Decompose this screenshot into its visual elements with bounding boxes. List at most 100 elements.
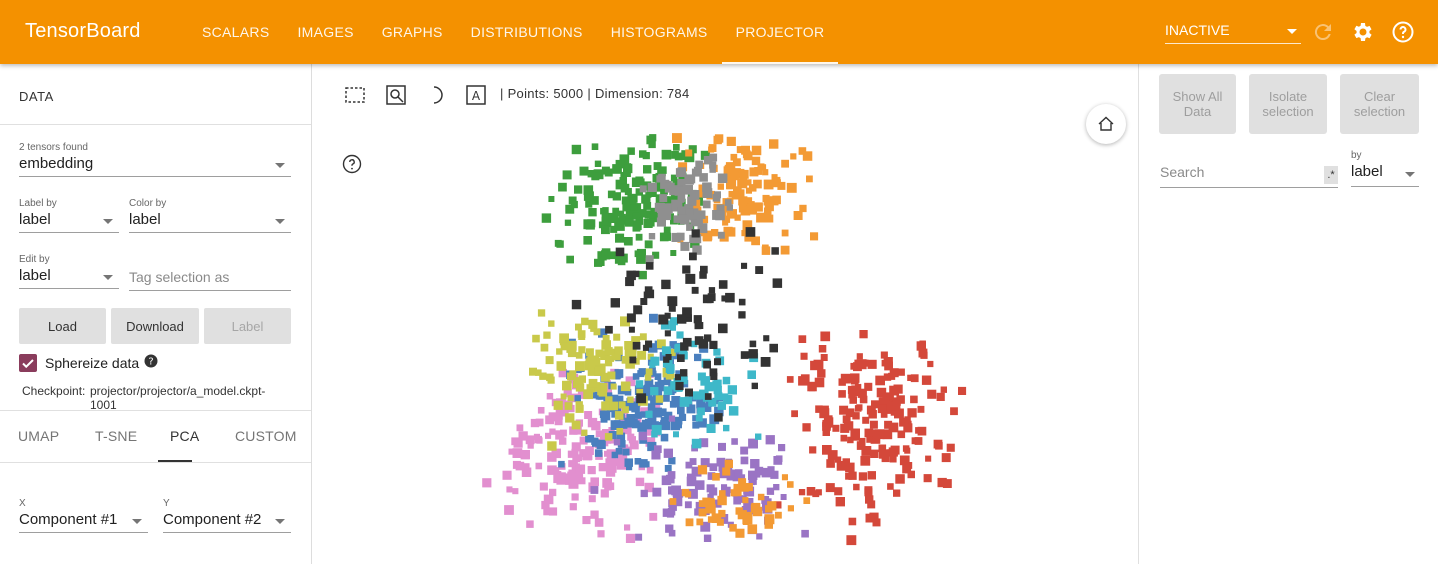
embedding-point[interactable] xyxy=(600,207,607,215)
embedding-point[interactable] xyxy=(585,435,592,443)
embedding-point[interactable] xyxy=(815,405,823,413)
embedding-point[interactable] xyxy=(880,411,888,418)
embedding-point[interactable] xyxy=(595,349,603,357)
embedding-point[interactable] xyxy=(659,166,667,174)
embedding-point[interactable] xyxy=(602,335,610,342)
embedding-point[interactable] xyxy=(599,410,608,419)
embedding-point[interactable] xyxy=(502,470,512,480)
embedding-point[interactable] xyxy=(923,474,932,483)
tab-graphs[interactable]: GRAPHS xyxy=(381,24,443,40)
embedding-point[interactable] xyxy=(675,370,682,377)
embedding-point[interactable] xyxy=(781,229,789,237)
embedding-point[interactable] xyxy=(675,381,684,391)
embedding-point[interactable] xyxy=(658,314,669,325)
embedding-point[interactable] xyxy=(684,396,693,405)
embedding-point[interactable] xyxy=(780,245,790,255)
embedding-point[interactable] xyxy=(548,507,558,516)
embedding-point[interactable] xyxy=(674,374,681,381)
embedding-point[interactable] xyxy=(564,219,572,226)
embedding-point[interactable] xyxy=(660,433,669,442)
embedding-point[interactable] xyxy=(689,252,697,261)
embedding-point[interactable] xyxy=(591,172,600,181)
embedding-point[interactable] xyxy=(633,358,640,365)
embedding-point[interactable] xyxy=(693,166,702,175)
embedding-point[interactable] xyxy=(554,471,562,479)
embedding-point[interactable] xyxy=(691,438,702,449)
embedding-point[interactable] xyxy=(584,411,593,419)
embedding-point[interactable] xyxy=(817,369,826,378)
embedding-point[interactable] xyxy=(637,422,647,432)
embedding-point[interactable] xyxy=(941,453,951,463)
embedding-point[interactable] xyxy=(836,461,847,471)
embedding-point[interactable] xyxy=(718,509,726,518)
embedding-point[interactable] xyxy=(694,353,702,362)
embedding-point[interactable] xyxy=(825,483,835,493)
embedding-point[interactable] xyxy=(668,457,676,465)
embedding-point[interactable] xyxy=(601,225,610,235)
embedding-point[interactable] xyxy=(718,280,728,289)
embedding-point[interactable] xyxy=(697,190,705,198)
embedding-point[interactable] xyxy=(665,354,672,361)
embedding-point[interactable] xyxy=(604,433,613,441)
embedding-point[interactable] xyxy=(697,465,708,475)
embedding-point[interactable] xyxy=(554,239,562,247)
embedding-point[interactable] xyxy=(553,400,563,410)
embedding-point[interactable] xyxy=(742,497,749,504)
embedding-point[interactable] xyxy=(854,383,862,391)
embedding-point[interactable] xyxy=(942,479,952,488)
embedding-point[interactable] xyxy=(880,351,888,359)
embedding-point[interactable] xyxy=(536,437,543,444)
embedding-point[interactable] xyxy=(711,229,719,237)
embedding-point[interactable] xyxy=(585,359,595,369)
embedding-point[interactable] xyxy=(506,486,513,493)
embedding-point[interactable] xyxy=(604,380,611,387)
embedding-point[interactable] xyxy=(647,416,657,426)
embedding-point[interactable] xyxy=(886,392,894,401)
embedding-point[interactable] xyxy=(747,370,756,379)
embedding-point[interactable] xyxy=(649,213,658,223)
embedding-point[interactable] xyxy=(722,219,729,226)
embedding-point[interactable] xyxy=(718,442,726,451)
embedding-point[interactable] xyxy=(672,179,680,188)
embedding-point[interactable] xyxy=(597,530,605,538)
embedding-point[interactable] xyxy=(569,370,577,378)
embedding-point[interactable] xyxy=(709,340,718,349)
embedding-point[interactable] xyxy=(645,410,653,418)
embedding-point[interactable] xyxy=(539,482,548,491)
embedding-point[interactable] xyxy=(814,377,825,388)
embedding-point[interactable] xyxy=(482,478,492,488)
embedding-point[interactable] xyxy=(773,176,781,184)
embedding-point[interactable] xyxy=(714,406,724,417)
embedding-point[interactable] xyxy=(661,149,672,160)
embedding-point[interactable] xyxy=(677,314,687,324)
embedding-point[interactable] xyxy=(631,177,642,188)
tab-images[interactable]: IMAGES xyxy=(297,24,354,40)
embedding-point[interactable] xyxy=(722,467,731,476)
embedding-point[interactable] xyxy=(787,481,794,488)
embedding-point[interactable] xyxy=(716,518,724,526)
select-rectangle-icon[interactable] xyxy=(344,84,366,106)
embedding-point[interactable] xyxy=(726,136,736,146)
embedding-point[interactable] xyxy=(838,390,846,398)
embedding-point[interactable] xyxy=(648,343,658,353)
embedding-point[interactable] xyxy=(575,361,585,372)
embedding-point[interactable] xyxy=(732,158,741,167)
embedding-point[interactable] xyxy=(878,444,887,453)
embedding-point[interactable] xyxy=(652,251,660,259)
embedding-point[interactable] xyxy=(635,477,645,487)
embedding-point[interactable] xyxy=(703,534,712,542)
embedding-point[interactable] xyxy=(670,194,679,202)
embedding-point[interactable] xyxy=(676,232,685,241)
embedding-point[interactable] xyxy=(708,287,716,294)
embedding-point[interactable] xyxy=(690,340,698,348)
embedding-point[interactable] xyxy=(644,418,652,426)
embedding-point[interactable] xyxy=(616,428,624,435)
embedding-point[interactable] xyxy=(801,529,809,538)
embedding-point[interactable] xyxy=(917,426,927,436)
embedding-point[interactable] xyxy=(601,217,612,227)
embedding-point[interactable] xyxy=(889,455,897,463)
embedding-point[interactable] xyxy=(594,258,603,267)
embedding-point[interactable] xyxy=(738,196,748,206)
embedding-point[interactable] xyxy=(721,488,731,497)
embedding-point[interactable] xyxy=(709,161,717,169)
